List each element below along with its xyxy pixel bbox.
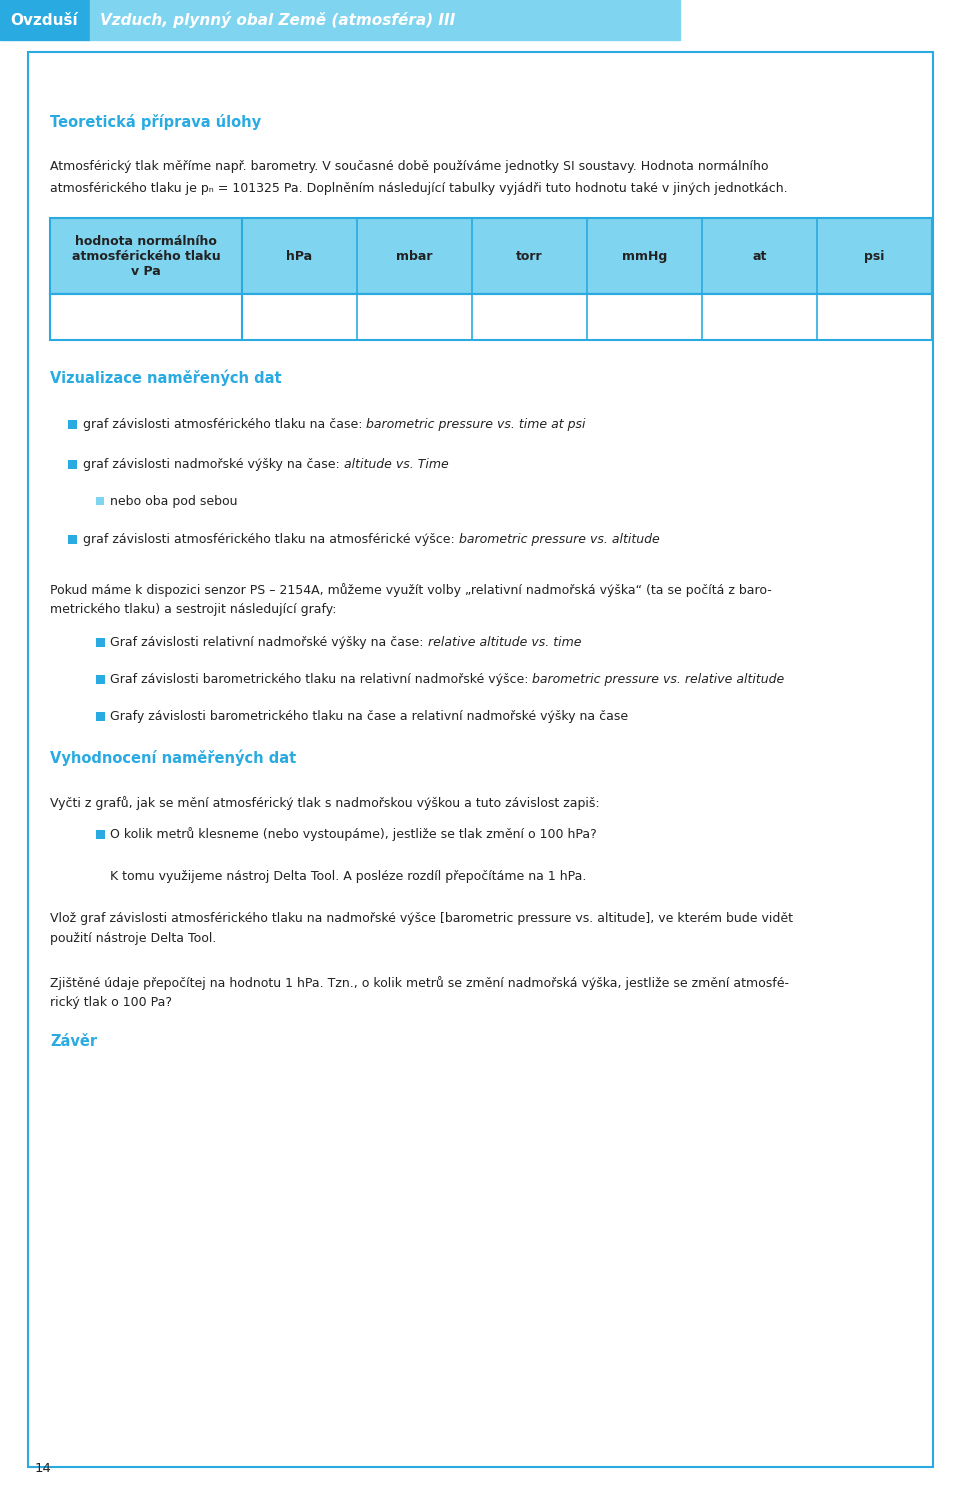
Text: Vyčti z grafů, jak se mění atmosférický tlak s nadmořskou výškou a tuto závislos: Vyčti z grafů, jak se mění atmosférický … xyxy=(50,796,600,809)
Text: graf závislosti atmosférického tlaku na atmosférické výšce:: graf závislosti atmosférického tlaku na … xyxy=(83,532,459,546)
Bar xyxy=(68,420,77,429)
Text: Graf závislosti relativní nadmořské výšky na čase:: Graf závislosti relativní nadmořské výšk… xyxy=(110,636,427,649)
Text: Graf závislosti barometrického tlaku na relativní nadmořské výšce:: Graf závislosti barometrického tlaku na … xyxy=(110,673,533,685)
Text: Vyhodnocení naměřených dat: Vyhodnocení naměřených dat xyxy=(50,750,297,766)
Text: Vzduch, plynný obal Země (atmosféra) III: Vzduch, plynný obal Země (atmosféra) III xyxy=(100,12,455,28)
Text: K tomu využijeme nástroj Delta Tool. A posléze rozdíl přepočítáme na 1 hPa.: K tomu využijeme nástroj Delta Tool. A p… xyxy=(110,869,587,883)
Bar xyxy=(96,830,105,839)
Text: mbar: mbar xyxy=(396,249,433,262)
Text: rický tlak o 100 Pa?: rický tlak o 100 Pa? xyxy=(50,995,172,1009)
Text: barometric pressure vs. altitude: barometric pressure vs. altitude xyxy=(459,532,660,546)
Text: metrického tlaku) a sestrojit následující grafy:: metrického tlaku) a sestrojit následujíc… xyxy=(50,603,337,616)
Text: Vlož graf závislosti atmosférického tlaku na nadmořské výšce [barometric pressur: Vlož graf závislosti atmosférického tlak… xyxy=(50,911,793,925)
Bar xyxy=(96,498,104,505)
Text: altitude vs. Time: altitude vs. Time xyxy=(344,457,448,471)
Bar xyxy=(96,675,105,684)
Text: torr: torr xyxy=(516,249,542,262)
Bar xyxy=(68,535,77,544)
Text: barometric pressure vs. time at psi: barometric pressure vs. time at psi xyxy=(367,418,586,430)
Text: graf závislosti atmosférického tlaku na čase:: graf závislosti atmosférického tlaku na … xyxy=(83,418,367,430)
Bar xyxy=(90,0,680,40)
Text: 14: 14 xyxy=(35,1462,52,1475)
Text: nebo oba pod sebou: nebo oba pod sebou xyxy=(110,495,237,508)
Bar xyxy=(96,712,105,721)
Text: atmosférického tlaku je pₙ = 101325 Pa. Doplněním následující tabulky vyjádři tu: atmosférického tlaku je pₙ = 101325 Pa. … xyxy=(50,181,787,195)
Text: použití nástroje Delta Tool.: použití nástroje Delta Tool. xyxy=(50,932,216,944)
Bar xyxy=(50,217,932,294)
Text: hodnota normálního
atmosférického tlaku
v Pa: hodnota normálního atmosférického tlaku … xyxy=(72,234,220,277)
Text: Ovzduší: Ovzduší xyxy=(10,12,78,27)
Bar xyxy=(96,639,105,648)
Text: hPa: hPa xyxy=(286,249,313,262)
Bar xyxy=(0,0,90,40)
Bar xyxy=(68,460,77,469)
Text: Závěr: Závěr xyxy=(50,1034,97,1049)
Text: psi: psi xyxy=(864,249,885,262)
Text: O kolik metrů klesneme (nebo vystoupáme), jestliže se tlak změní o 100 hPa?: O kolik metrů klesneme (nebo vystoupáme)… xyxy=(110,827,597,841)
Text: Vizualizace naměřených dat: Vizualizace naměřených dat xyxy=(50,370,281,387)
Text: Grafy závislosti barometrického tlaku na čase a relativní nadmořské výšky na čas: Grafy závislosti barometrického tlaku na… xyxy=(110,709,628,723)
Text: Pokud máme k dispozici senzor PS – 2154A, můžeme využít volby „relativní nadmořs: Pokud máme k dispozici senzor PS – 2154A… xyxy=(50,583,772,597)
Text: barometric pressure vs. relative altitude: barometric pressure vs. relative altitud… xyxy=(533,673,784,685)
Text: Atmosférický tlak měříme např. barometry. V současné době používáme jednotky SI : Atmosférický tlak měříme např. barometry… xyxy=(50,160,769,172)
Text: at: at xyxy=(753,249,767,262)
Text: graf závislosti nadmořské výšky na čase:: graf závislosti nadmořské výšky na čase: xyxy=(83,457,344,471)
Text: relative altitude vs. time: relative altitude vs. time xyxy=(427,636,581,649)
Bar xyxy=(50,294,932,340)
Text: Zjištěné údaje přepočítej na hodnotu 1 hPa. Tzn., o kolik metrů se změní nadmořs: Zjištěné údaje přepočítej na hodnotu 1 h… xyxy=(50,976,789,989)
Text: Teoretická příprava úlohy: Teoretická příprava úlohy xyxy=(50,114,261,130)
Text: mmHg: mmHg xyxy=(622,249,667,262)
